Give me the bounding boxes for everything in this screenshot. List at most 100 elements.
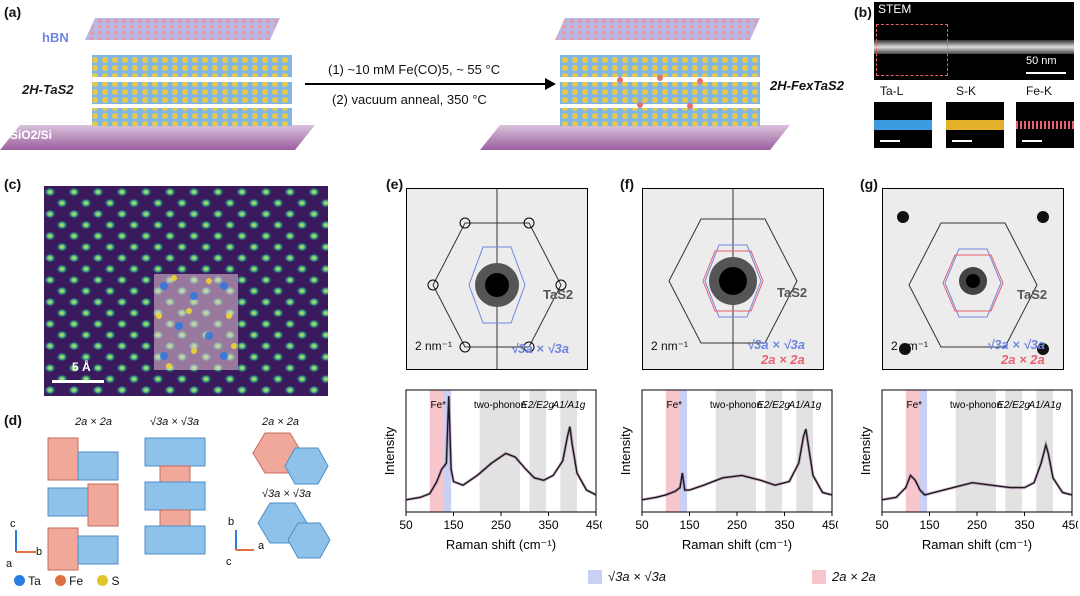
band-label: two-phonon [710, 400, 762, 411]
fetas2-layer-right-3 [560, 108, 760, 126]
x-tick-label: 350 [1014, 518, 1034, 532]
stem-atomic-image: 5 Å [44, 186, 328, 396]
hbn-label: hBN [42, 30, 69, 45]
e-scale-text: 2 nm⁻¹ [415, 339, 453, 353]
band-r3 [680, 390, 688, 512]
tas2-layer-left-2 [92, 82, 292, 104]
axis-a-left: a [6, 558, 13, 570]
d-label-r3-left: √3a × √3a [150, 416, 200, 428]
x-tick-label: 50 [399, 518, 413, 532]
e-r3-label: √3a × √3a [511, 341, 570, 356]
substrate-label: SiO2/Si [10, 128, 53, 142]
map-label-fe: Fe-K [1026, 84, 1053, 98]
x-tick-label: 350 [774, 518, 794, 532]
panel-label-a: (a) [4, 4, 22, 20]
stem-layer-stripe [874, 40, 1074, 54]
tas2-layer-left-1 [92, 55, 292, 77]
reaction-arrow-head [545, 78, 556, 90]
f-2a-label: 2a × 2a [761, 352, 805, 367]
band-label: E2/E2g [757, 400, 790, 411]
c-scale-bar [52, 380, 104, 383]
map-label-ta: Ta-L [880, 84, 904, 98]
fetas2-layer-right-2 [560, 82, 760, 104]
band-e2 [1005, 390, 1023, 512]
axis-b-right: b [228, 516, 235, 528]
g-tas2-label: TaS2 [1017, 287, 1048, 302]
eds-map-fe [1016, 102, 1074, 148]
band-label: Fe* [907, 400, 923, 411]
panel-label-e: (e) [386, 176, 404, 192]
stem-scale-text: 50 nm [1026, 55, 1057, 67]
raman-line [881, 442, 1073, 501]
band-2a [665, 390, 680, 512]
panel-a-schematic [0, 0, 850, 165]
x-tick-label: 150 [443, 518, 463, 532]
diffraction-g: TaS2 2 nm⁻¹ √3a × √3a 2a × 2a [882, 188, 1064, 370]
band-label: two-phonon [474, 400, 526, 411]
substrate-right [480, 125, 790, 150]
panel-label-c: (c) [4, 176, 22, 192]
axes-indicator-right [235, 530, 254, 551]
f-r3-label: √3a × √3a [747, 337, 806, 352]
band-2a [429, 390, 444, 512]
stem-roi-box [876, 24, 948, 76]
step1-text: (1) ~10 mM Fe(CO)5, ~ 55 °C [328, 62, 501, 77]
raman-line [405, 396, 597, 501]
band-e2 [765, 390, 783, 512]
structure-r3-side [144, 437, 206, 555]
panel-label-b: (b) [854, 4, 872, 20]
diffraction-e-svg [427, 189, 567, 369]
x-tick-label: 450 [822, 518, 838, 532]
y-axis-label: Intensity [618, 426, 633, 475]
band-label: A1/A1g [788, 400, 822, 411]
x-tick-label: 450 [1062, 518, 1078, 532]
band-r3 [444, 390, 452, 512]
axis-a-right: a [258, 540, 265, 552]
x-tick-label: 50 [875, 518, 889, 532]
diffraction-f: TaS2 2 nm⁻¹ √3a × √3a 2a × 2a [642, 188, 824, 370]
band-two-phonon [715, 390, 756, 512]
g-scale-text: 2 nm⁻¹ [891, 339, 929, 353]
band-r3 [920, 390, 928, 512]
d-label-2a-right: 2a × 2a [262, 416, 300, 428]
diffraction-f-svg [668, 189, 798, 369]
crystal-structures-svg [47, 432, 331, 571]
x-tick-label: 50 [635, 518, 649, 532]
map-label-s: S-K [956, 84, 977, 98]
band-label: A1/A1g [1028, 400, 1062, 411]
structure-2a-side [47, 437, 119, 571]
x-tick-label: 350 [538, 518, 558, 532]
x-tick-label: 150 [679, 518, 699, 532]
axes-indicator-left [15, 530, 36, 553]
hbn-layer-right [555, 18, 760, 40]
x-tick-label: 250 [491, 518, 511, 532]
raman-line [641, 428, 833, 501]
diffraction-e: TaS2 2 nm⁻¹ √3a × √3a [406, 188, 588, 370]
band-label: E2/E2g [521, 400, 554, 411]
band-e2 [529, 390, 547, 512]
x-tick-label: 450 [586, 518, 602, 532]
atomic-lattice-svg [44, 186, 328, 396]
d-label-r3-right: √3a × √3a [262, 488, 312, 500]
panel-label-g: (g) [860, 176, 878, 192]
panel-label-f: (f) [620, 176, 634, 192]
band-a1 [560, 390, 577, 512]
legend-ta: Ta [14, 574, 41, 588]
legend-text-2a: 2a × 2a [832, 569, 876, 584]
heterostructure-svg [0, 18, 790, 150]
axis-b-left: b [36, 546, 43, 558]
x-tick-label: 150 [919, 518, 939, 532]
band-label: E2/E2g [997, 400, 1030, 411]
tas2-layer-left-3 [92, 108, 292, 126]
band-a1 [796, 390, 813, 512]
fetas2-layer-right-1 [560, 55, 760, 77]
structure-overlay [154, 274, 238, 370]
e-tas2-label: TaS2 [543, 287, 574, 302]
axis-c-left: c [10, 518, 16, 530]
band-two-phonon [955, 390, 996, 512]
axis-c-right: c [226, 556, 232, 568]
substrate-left [0, 125, 315, 150]
y-axis-label: Intensity [382, 426, 397, 475]
eds-map-s [946, 102, 1004, 148]
eds-map-ta [874, 102, 932, 148]
